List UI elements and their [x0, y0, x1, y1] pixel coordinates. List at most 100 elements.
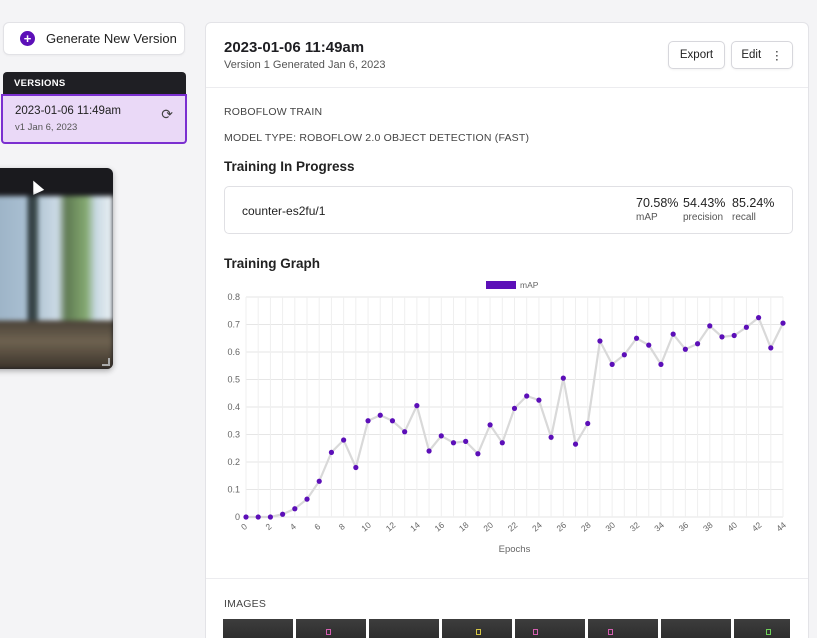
x-tick-label: 10: [359, 520, 373, 534]
map-data-point: [560, 375, 566, 381]
map-data-point: [694, 341, 701, 347]
version-details-panel: 2023-01-06 11:49am Version 1 Generated J…: [205, 22, 809, 638]
train-label: ROBOFLOW TRAIN: [224, 106, 323, 118]
image-thumbnail[interactable]: [369, 619, 439, 638]
map-data-point: [682, 346, 688, 352]
map-data-point: [719, 334, 725, 340]
y-tick-label: 0.3: [227, 430, 240, 440]
map-data-point: [536, 397, 542, 403]
map-data-point: [707, 323, 713, 329]
x-tick-label: 32: [628, 520, 642, 534]
metric-precision-value: 54.43%: [683, 196, 726, 210]
map-data-point: [768, 345, 774, 351]
page-subtitle: Version 1 Generated Jan 6, 2023: [224, 59, 386, 71]
x-tick-label: 40: [725, 520, 739, 534]
map-data-point: [255, 514, 261, 520]
page-title: 2023-01-06 11:49am: [224, 39, 365, 56]
x-tick-label: 38: [701, 520, 715, 534]
more-vertical-icon: ⋮: [771, 50, 783, 62]
training-graph-title: Training Graph: [224, 256, 321, 271]
map-data-point: [328, 449, 335, 455]
metric-recall: 85.24% recall: [732, 196, 774, 223]
map-data-point: [621, 352, 627, 358]
preview-photo: [0, 196, 113, 369]
resize-handle-icon[interactable]: [102, 358, 110, 366]
image-thumbnail[interactable]: [661, 619, 731, 638]
y-tick-label: 0.1: [227, 485, 240, 495]
map-data-point: [280, 511, 286, 517]
map-data-point: [548, 434, 554, 440]
map-data-point: [511, 405, 518, 411]
x-tick-label: 16: [433, 520, 447, 534]
x-tick-label: 22: [506, 520, 520, 534]
y-tick-label: 0.2: [227, 457, 240, 467]
map-data-point: [304, 496, 310, 502]
image-thumbnail[interactable]: [515, 619, 585, 638]
image-thumbnail[interactable]: [223, 619, 293, 638]
x-tick-label: 24: [530, 520, 544, 534]
x-tick-label: 28: [579, 520, 593, 534]
map-data-point: [585, 420, 591, 427]
version-item[interactable]: 2023-01-06 11:49am v1 Jan 6, 2023 ⟳: [1, 94, 187, 144]
map-data-point: [646, 342, 652, 348]
x-tick-label: 2: [263, 521, 273, 532]
map-data-point: [597, 338, 603, 344]
map-data-point: [402, 429, 408, 435]
map-data-point: [572, 441, 579, 447]
y-tick-label: 0.6: [227, 347, 240, 357]
image-thumbnail[interactable]: [442, 619, 512, 638]
image-thumbnail[interactable]: [296, 619, 366, 638]
map-data-point: [341, 437, 347, 443]
map-data-point: [670, 331, 676, 337]
generate-new-version-button[interactable]: + Generate New Version: [3, 22, 185, 55]
refresh-icon[interactable]: ⟳: [161, 106, 173, 122]
metric-recall-value: 85.24%: [732, 196, 775, 210]
training-progress-title: Training In Progress: [224, 159, 355, 174]
map-data-point: [377, 412, 383, 418]
y-tick-label: 0: [235, 512, 240, 522]
model-id: counter-es2fu/1: [242, 204, 326, 218]
edit-button[interactable]: Edit ⋮: [731, 41, 793, 69]
metric-map: 70.58% mAP: [636, 196, 678, 223]
plus-circle-icon: +: [20, 31, 35, 46]
map-data-point: [487, 422, 493, 428]
image-thumbnails: [223, 619, 790, 638]
map-data-point: [292, 506, 298, 512]
x-tick-label: 30: [603, 520, 617, 534]
map-data-point: [463, 438, 469, 444]
header-divider: [206, 87, 808, 88]
y-tick-label: 0.4: [227, 402, 240, 412]
metric-recall-label: recall: [732, 212, 756, 223]
map-data-point: [633, 335, 640, 341]
map-data-point: [450, 440, 457, 446]
image-thumbnail[interactable]: [734, 619, 790, 638]
legend-label: mAP: [520, 280, 539, 290]
y-tick-label: 0.5: [227, 375, 240, 385]
image-preview-window: [0, 168, 113, 369]
x-tick-label: 42: [750, 520, 764, 534]
x-tick-label: 18: [457, 520, 471, 534]
versions-header: VERSIONS: [3, 72, 186, 94]
map-data-point: [658, 361, 664, 367]
y-tick-label: 0.7: [227, 320, 240, 330]
x-tick-label: 8: [337, 521, 347, 532]
legend-swatch: [486, 281, 516, 289]
x-tick-label: 26: [555, 520, 569, 534]
map-data-point: [743, 324, 749, 330]
map-data-point: [780, 320, 786, 326]
map-data-point: [524, 393, 530, 399]
map-data-point: [438, 433, 444, 439]
metric-precision-label: precision: [683, 212, 724, 223]
version-subtitle: v1 Jan 6, 2023: [15, 122, 78, 133]
x-tick-label: 6: [312, 521, 322, 532]
x-tick-label: 20: [481, 520, 495, 534]
x-tick-label: 4: [288, 521, 298, 532]
model-type-label: MODEL TYPE: ROBOFLOW 2.0 OBJECT DETECTIO…: [224, 132, 530, 144]
x-tick-label: 34: [652, 520, 666, 534]
metric-map-value: 70.58%: [636, 196, 679, 210]
map-data-point: [353, 464, 359, 471]
model-metrics-card: counter-es2fu/1 70.58% mAP 54.43% precis…: [224, 186, 793, 234]
x-axis-label: Epochs: [499, 544, 531, 555]
image-thumbnail[interactable]: [588, 619, 658, 638]
export-button[interactable]: Export: [668, 41, 725, 69]
